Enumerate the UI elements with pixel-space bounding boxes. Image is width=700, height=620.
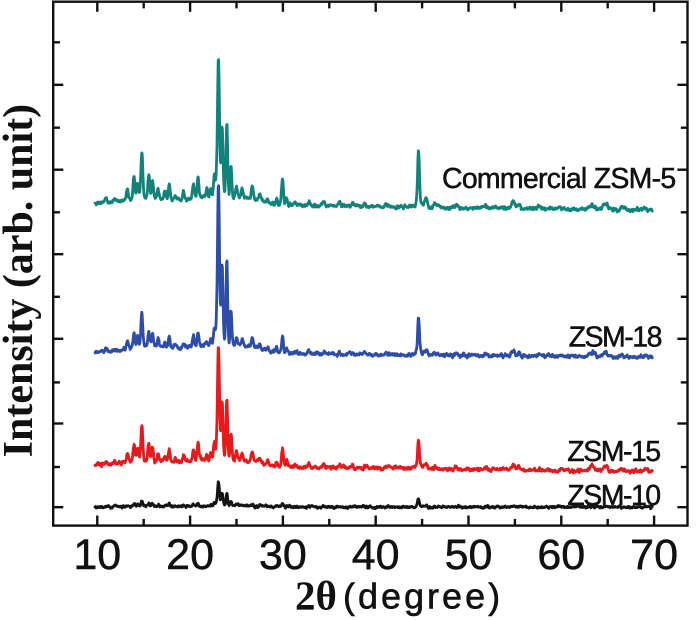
svg-text:70: 70 [630, 531, 678, 579]
svg-text:10: 10 [73, 531, 121, 579]
svg-text:60: 60 [537, 531, 585, 579]
svg-text:50: 50 [445, 531, 493, 579]
svg-text:2θ: 2θ [295, 573, 337, 619]
svg-text:Commercial ZSM-5: Commercial ZSM-5 [442, 163, 675, 195]
svg-text:Intensity (arb. unit): Intensity (arb. unit) [0, 104, 42, 458]
svg-text:ZSM-15: ZSM-15 [567, 436, 660, 468]
svg-text:30: 30 [259, 531, 307, 579]
svg-text:ZSM-10: ZSM-10 [567, 480, 660, 512]
svg-text:20: 20 [166, 531, 214, 579]
svg-text:(degree): (degree) [343, 576, 503, 617]
svg-text:40: 40 [352, 531, 400, 579]
svg-text:ZSM-18: ZSM-18 [569, 321, 662, 353]
